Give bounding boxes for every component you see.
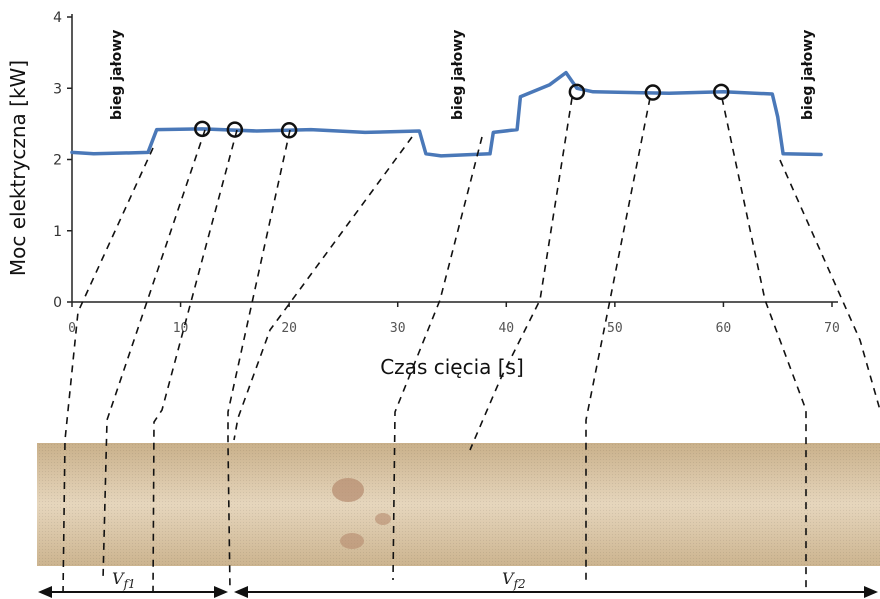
projection-line: [469, 97, 573, 451]
idle-annotation-3: bieg jałowy: [800, 30, 816, 120]
segment-arrow-2-right-head: [864, 586, 878, 598]
idle-annotation-1: bieg jałowy: [109, 30, 125, 120]
y-tick-label: 3: [53, 81, 62, 97]
wood-knot-3: [340, 533, 364, 549]
x-tick-label: 20: [281, 321, 297, 336]
measurement-marker: [644, 84, 662, 101]
projection-line: [392, 136, 483, 581]
segment-arrow-1-left-head: [38, 586, 52, 598]
y-axis-title: Moc elektryczna [kW]: [6, 60, 30, 276]
segment-label-vf1-base: V: [112, 569, 125, 588]
y-ticks: 0 1 2 3 4: [53, 10, 72, 311]
x-tick-label: 30: [390, 321, 406, 336]
axes: [71, 14, 838, 303]
wood-knot-2: [375, 513, 391, 525]
projection-line: [152, 129, 238, 596]
x-axis-title: Czas cięcia [s]: [380, 355, 524, 379]
y-tick-label: 0: [53, 295, 62, 311]
x-tick-label: 50: [607, 321, 623, 336]
segment-label-vf1-sub: f1: [123, 577, 136, 591]
y-tick-label: 4: [53, 10, 62, 26]
projection-line: [227, 129, 291, 591]
y-tick-label: 1: [53, 224, 62, 240]
projection-line: [233, 136, 413, 441]
x-tick-label: 60: [716, 321, 732, 336]
projection-line: [779, 159, 880, 411]
segment-label-vf2-sub: f2: [513, 577, 526, 591]
x-tick-label: 0: [68, 321, 76, 336]
idle-annotation-2: bieg jałowy: [450, 30, 466, 120]
x-tick-label: 70: [824, 321, 840, 336]
segment-arrow-1-right-head: [214, 586, 228, 598]
segment-label-vf2-base: V: [502, 569, 515, 588]
projection-line: [721, 97, 807, 590]
wood-board: [37, 443, 880, 566]
segment-label-vf2: Vf2: [502, 569, 526, 591]
segment-arrows: Vf1 Vf2: [38, 569, 878, 598]
measurement-marker: [568, 83, 586, 101]
x-ticks: 0 10 20 30 40 50 60 70: [68, 302, 840, 336]
measurement-marker: [713, 83, 730, 101]
wood-board-texture: [37, 443, 880, 566]
x-tick-label: 40: [498, 321, 514, 336]
segment-arrow-2-left-head: [234, 586, 248, 598]
power-series-line: [70, 70, 823, 158]
series-layer: [70, 70, 823, 158]
wood-knot-1: [332, 478, 364, 502]
y-tick-label: 2: [53, 153, 62, 169]
measurement-marker: [280, 122, 298, 139]
projection-lines: [62, 97, 880, 596]
projection-line: [585, 97, 651, 580]
segment-label-vf1: Vf1: [112, 569, 136, 591]
